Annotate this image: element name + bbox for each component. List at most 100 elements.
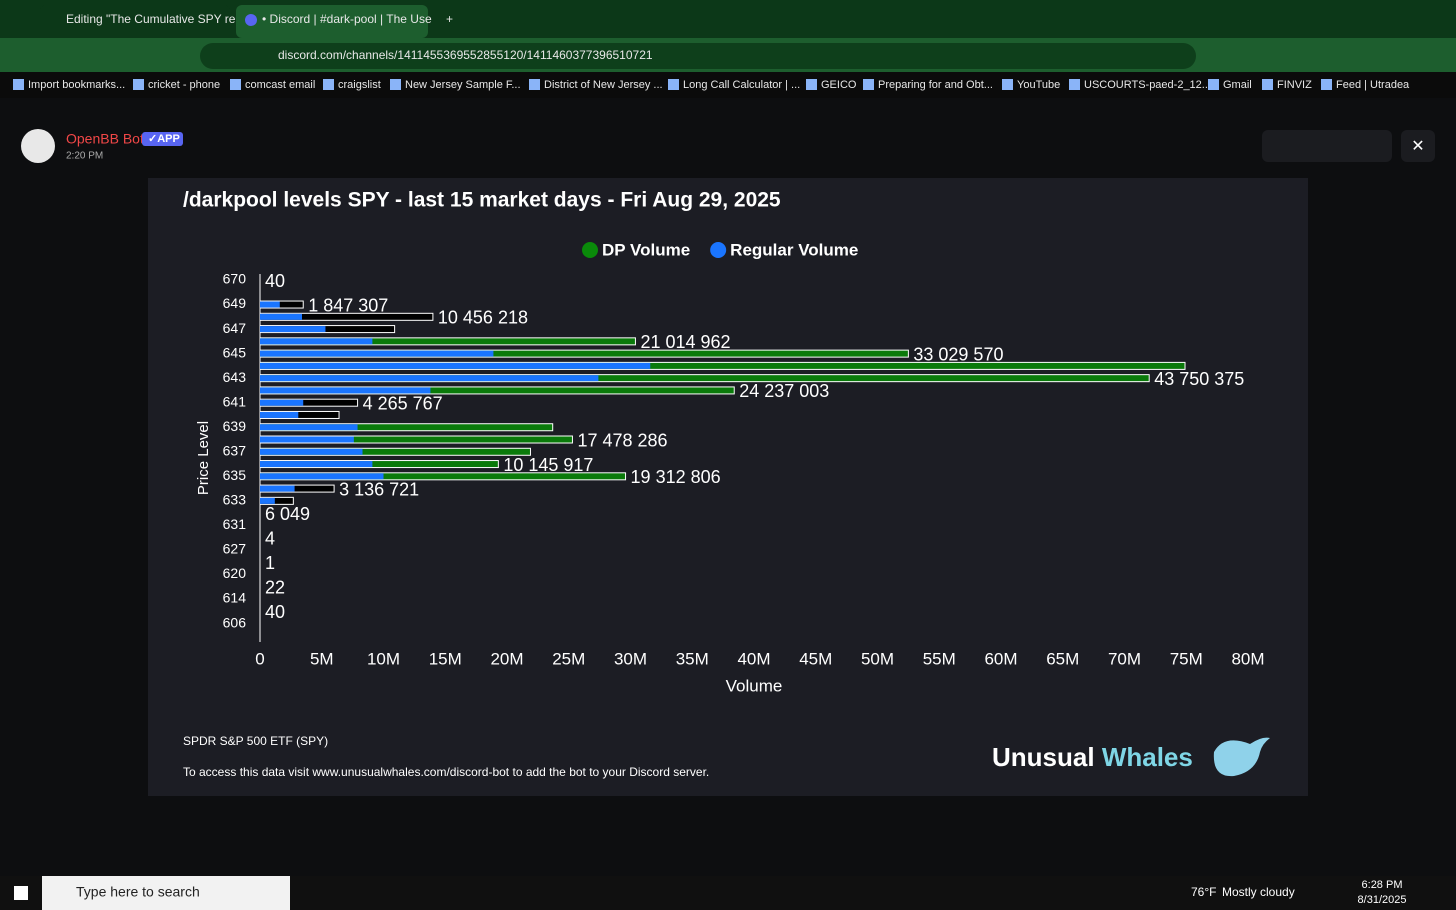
y-tick-label: 614 bbox=[223, 590, 247, 606]
regular-bar bbox=[260, 461, 373, 468]
search-placeholder[interactable]: Type here to search bbox=[76, 884, 200, 900]
bar-annotation: 10 456 218 bbox=[438, 308, 528, 328]
bookmark[interactable]: FINVIZ bbox=[1277, 79, 1312, 91]
x-tick-label: 30M bbox=[614, 649, 647, 668]
bookmark[interactable]: New Jersey Sample F... bbox=[405, 79, 521, 91]
badge-label: APP bbox=[157, 133, 180, 145]
y-tick-label: 620 bbox=[223, 565, 247, 581]
bookmark-icon bbox=[323, 79, 334, 90]
bookmark[interactable]: Gmail bbox=[1223, 79, 1252, 91]
bookmark-icon bbox=[13, 79, 24, 90]
regular-bar bbox=[260, 424, 358, 431]
bookmarks: Import bookmarks... cricket - phone comcas… bbox=[13, 79, 1410, 91]
tab-icon bbox=[245, 14, 257, 26]
bar-annotation: 4 bbox=[265, 528, 275, 548]
brand-word: Whales bbox=[1102, 742, 1193, 772]
bar-annotation: 19 312 806 bbox=[631, 467, 721, 487]
search-box[interactable] bbox=[42, 876, 290, 910]
chart-title: /darkpool levels SPY - last 15 market da… bbox=[183, 189, 781, 212]
bookmark-icon bbox=[1321, 79, 1332, 90]
y-tick-label: 639 bbox=[223, 418, 247, 434]
bookmark[interactable]: GEICO bbox=[821, 79, 857, 91]
bookmark[interactable]: cricket - phone bbox=[148, 79, 220, 91]
bookmark-icon bbox=[668, 79, 679, 90]
tab-title[interactable]: • Discord | #dark-pool | The Use bbox=[262, 12, 432, 26]
media-controls[interactable] bbox=[1262, 130, 1392, 162]
brand: Unusual Whales bbox=[992, 742, 1193, 772]
y-axis-title: Price Level bbox=[195, 421, 212, 495]
active-tab[interactable] bbox=[236, 5, 428, 38]
avatar bbox=[21, 129, 55, 163]
bookmark-icon bbox=[1069, 79, 1080, 90]
x-tick-label: 20M bbox=[490, 649, 523, 668]
chart: DP Volume Regular Volume 670 649 647 645 643 64… bbox=[195, 240, 1265, 695]
bar-annotation: 1 847 307 bbox=[308, 295, 388, 315]
bookmark[interactable]: USCOURTS-paed-2_12... bbox=[1084, 79, 1211, 91]
bookmark-icon bbox=[230, 79, 241, 90]
badge bbox=[142, 132, 183, 146]
x-tick-label: 65M bbox=[1046, 649, 1079, 668]
y-tick-label: 606 bbox=[223, 614, 247, 630]
regular-bar bbox=[260, 473, 384, 480]
timestamp: 2:20 PM bbox=[66, 151, 103, 162]
bookmark[interactable]: Feed | Utradea bbox=[1336, 79, 1410, 91]
badge-text: ✓APP bbox=[148, 133, 180, 145]
regular-bar bbox=[260, 313, 302, 320]
bookmark-icon bbox=[1208, 79, 1219, 90]
bookmark-icon bbox=[529, 79, 540, 90]
bookmark[interactable]: Long Call Calculator | ... bbox=[683, 79, 800, 91]
legend-marker bbox=[582, 242, 598, 258]
bar-annotation: 10 145 917 bbox=[503, 455, 593, 475]
regular-bar bbox=[260, 436, 354, 443]
y-tick-label: 647 bbox=[223, 320, 247, 336]
x-tick-label: 55M bbox=[923, 649, 956, 668]
ticker: SPDR S&P 500 ETF (SPY) bbox=[183, 734, 328, 748]
tab-title[interactable]: Editing "The Cumulative SPY re bbox=[66, 12, 236, 26]
regular-bar bbox=[260, 387, 431, 394]
clock-date: 8/31/2025 bbox=[1358, 894, 1407, 906]
x-tick-label: 0 bbox=[255, 649, 264, 668]
bookmark[interactable]: comcast email bbox=[245, 79, 315, 91]
bookmark[interactable]: craigslist bbox=[338, 79, 381, 91]
x-tick-label: 45M bbox=[799, 649, 832, 668]
y-tick-label: 635 bbox=[223, 467, 247, 483]
bar-annotation: 24 237 003 bbox=[739, 381, 829, 401]
bar-annotation: 40 bbox=[265, 602, 285, 622]
new-tab[interactable]: + bbox=[446, 12, 453, 26]
bar-annotation: 1 bbox=[265, 553, 275, 573]
bookmark[interactable]: Preparing for and Obt... bbox=[878, 79, 993, 91]
x-tick-label: 80M bbox=[1231, 649, 1264, 668]
regular-bar bbox=[260, 326, 326, 333]
regular-bar bbox=[260, 350, 494, 357]
weather: Mostly cloudy bbox=[1222, 885, 1295, 899]
regular-bar bbox=[260, 362, 651, 369]
start-button[interactable] bbox=[14, 886, 28, 900]
bar-annotation: 40 bbox=[265, 271, 285, 291]
x-tick-label: 40M bbox=[737, 649, 770, 668]
tab[interactable] bbox=[40, 5, 230, 35]
x-tick-label: 5M bbox=[310, 649, 334, 668]
footer-note: To access this data visit www.unusualwha… bbox=[183, 765, 709, 779]
regular-bar bbox=[260, 497, 275, 504]
bookmark[interactable]: District of New Jersey ... bbox=[544, 79, 663, 91]
x-tick-label: 25M bbox=[552, 649, 585, 668]
close-icon[interactable]: ✕ bbox=[1411, 138, 1424, 155]
y-tick-label: 645 bbox=[223, 344, 247, 360]
url-bar[interactable] bbox=[200, 43, 1196, 69]
bookmark[interactable]: YouTube bbox=[1017, 79, 1060, 91]
legend-label: DP Volume bbox=[602, 240, 690, 259]
bar-annotation: 22 bbox=[265, 578, 285, 598]
regular-bar bbox=[260, 411, 299, 418]
close-button[interactable] bbox=[1401, 130, 1435, 162]
x-tick-label: 75M bbox=[1170, 649, 1203, 668]
url[interactable]: discord.com/channels/1411455369552855120… bbox=[278, 48, 653, 62]
bookmark-icon bbox=[1262, 79, 1273, 90]
y-tick-label: 643 bbox=[223, 369, 247, 385]
y-tick-label: 631 bbox=[223, 516, 247, 532]
bar-annotation: 33 029 570 bbox=[913, 344, 1003, 364]
whale-logo bbox=[1213, 737, 1270, 777]
bookmark[interactable]: Import bookmarks... bbox=[28, 79, 125, 91]
bar-annotation: 4 265 767 bbox=[363, 393, 443, 413]
